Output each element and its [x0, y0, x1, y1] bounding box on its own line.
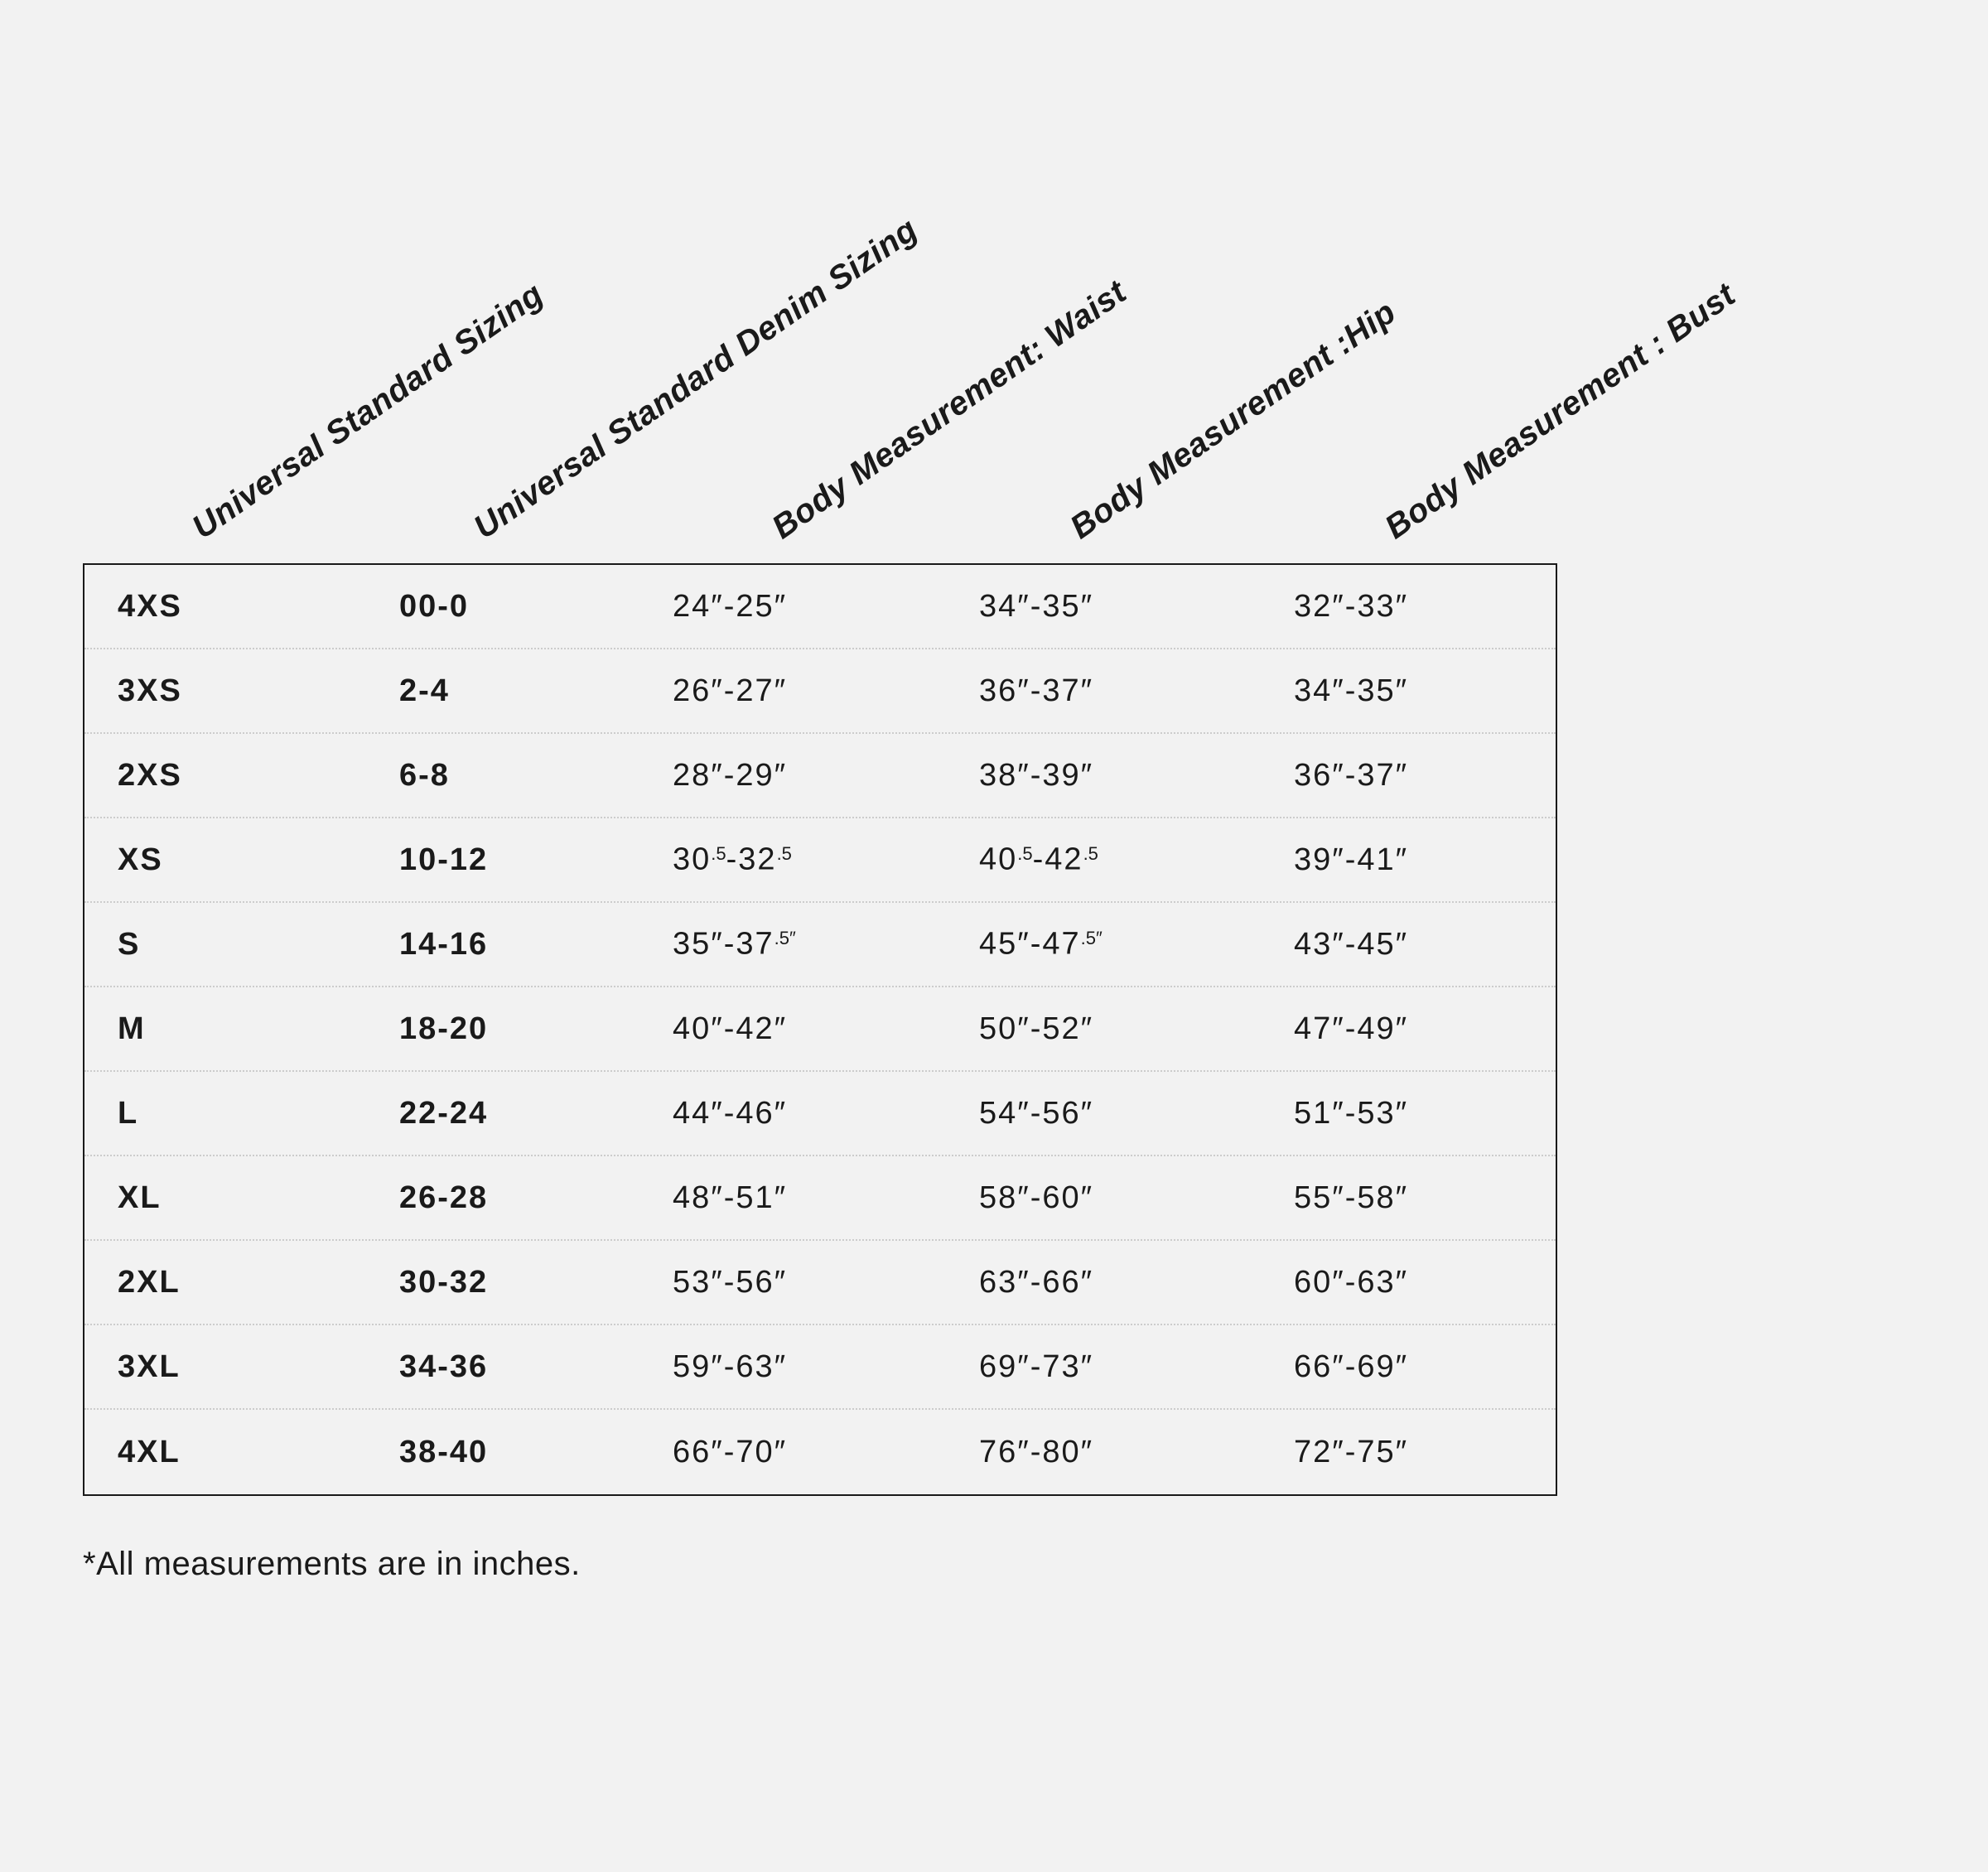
cell-waist: 48″-51″	[639, 1180, 946, 1216]
cell-bust: 55″-58″	[1261, 1180, 1559, 1216]
cell-hip: 76″-80″	[946, 1435, 1261, 1470]
table-row: 3XL34-3659″-63″69″-73″66″-69″	[84, 1325, 1556, 1410]
cell-hip: 40.5-42.5	[946, 842, 1261, 878]
cell-size: L	[84, 1096, 366, 1131]
cell-size: XL	[84, 1180, 366, 1216]
table-row: 2XL30-3253″-56″63″-66″60″-63″	[84, 1241, 1556, 1325]
footnote: *All measurements are in inches.	[83, 1546, 1938, 1583]
table-row: M18-2040″-42″50″-52″47″-49″	[84, 987, 1556, 1072]
cell-bust: 36″-37″	[1261, 758, 1559, 794]
cell-hip: 58″-60″	[946, 1180, 1261, 1216]
cell-denim: 38-40	[366, 1435, 639, 1470]
cell-size: 2XL	[84, 1265, 366, 1300]
size-chart: Universal Standard Sizing Universal Stan…	[50, 66, 1938, 1583]
cell-hip: 36″-37″	[946, 673, 1261, 709]
cell-waist: 35″-37.5″	[639, 926, 946, 963]
cell-hip: 69″-73″	[946, 1349, 1261, 1385]
table-row: XS10-1230.5-32.540.5-42.539″-41″	[84, 818, 1556, 903]
cell-size: XS	[84, 842, 366, 878]
cell-size: 3XS	[84, 673, 366, 709]
cell-denim: 22-24	[366, 1096, 639, 1131]
cell-waist: 40″-42″	[639, 1011, 946, 1047]
cell-denim: 00-0	[366, 589, 639, 625]
cell-denim: 30-32	[366, 1265, 639, 1300]
table-row: 3XS2-426″-27″36″-37″34″-35″	[84, 649, 1556, 734]
size-table: 4XS00-024″-25″34″-35″32″-33″3XS2-426″-27…	[83, 563, 1557, 1496]
cell-waist: 59″-63″	[639, 1349, 946, 1385]
table-row: S14-1635″-37.5″45″-47.5″43″-45″	[84, 903, 1556, 987]
cell-bust: 43″-45″	[1261, 927, 1559, 963]
cell-denim: 2-4	[366, 673, 639, 709]
table-row: 4XS00-024″-25″34″-35″32″-33″	[84, 565, 1556, 649]
cell-bust: 34″-35″	[1261, 673, 1559, 709]
table-row: 2XS6-828″-29″38″-39″36″-37″	[84, 734, 1556, 818]
cell-denim: 26-28	[366, 1180, 639, 1216]
header-bust: Body Measurement : Bust	[1378, 277, 1742, 547]
cell-denim: 6-8	[366, 758, 639, 794]
cell-hip: 54″-56″	[946, 1096, 1261, 1131]
cell-waist: 24″-25″	[639, 589, 946, 625]
cell-hip: 38″-39″	[946, 758, 1261, 794]
cell-waist: 28″-29″	[639, 758, 946, 794]
cell-size: S	[84, 927, 366, 963]
cell-hip: 34″-35″	[946, 589, 1261, 625]
cell-size: 3XL	[84, 1349, 366, 1385]
table-row: 4XL38-4066″-70″76″-80″72″-75″	[84, 1410, 1556, 1494]
cell-size: 4XL	[84, 1435, 366, 1470]
cell-denim: 18-20	[366, 1011, 639, 1047]
cell-bust: 51″-53″	[1261, 1096, 1559, 1131]
cell-waist: 66″-70″	[639, 1435, 946, 1470]
cell-bust: 60″-63″	[1261, 1265, 1559, 1300]
header-hip: Body Measurement :Hip	[1064, 293, 1402, 547]
cell-hip: 50″-52″	[946, 1011, 1261, 1047]
column-headers: Universal Standard Sizing Universal Stan…	[83, 66, 1938, 563]
cell-denim: 14-16	[366, 927, 639, 963]
cell-hip: 63″-66″	[946, 1265, 1261, 1300]
cell-bust: 39″-41″	[1261, 842, 1559, 878]
cell-waist: 30.5-32.5	[639, 842, 946, 878]
cell-waist: 26″-27″	[639, 673, 946, 709]
cell-hip: 45″-47.5″	[946, 926, 1261, 963]
cell-bust: 66″-69″	[1261, 1349, 1559, 1385]
cell-bust: 32″-33″	[1261, 589, 1559, 625]
cell-waist: 44″-46″	[639, 1096, 946, 1131]
table-row: XL26-2848″-51″58″-60″55″-58″	[84, 1156, 1556, 1241]
cell-bust: 47″-49″	[1261, 1011, 1559, 1047]
table-row: L22-2444″-46″54″-56″51″-53″	[84, 1072, 1556, 1156]
cell-size: M	[84, 1011, 366, 1047]
cell-size: 2XS	[84, 758, 366, 794]
cell-denim: 34-36	[366, 1349, 639, 1385]
cell-waist: 53″-56″	[639, 1265, 946, 1300]
cell-denim: 10-12	[366, 842, 639, 878]
cell-bust: 72″-75″	[1261, 1435, 1559, 1470]
cell-size: 4XS	[84, 589, 366, 625]
